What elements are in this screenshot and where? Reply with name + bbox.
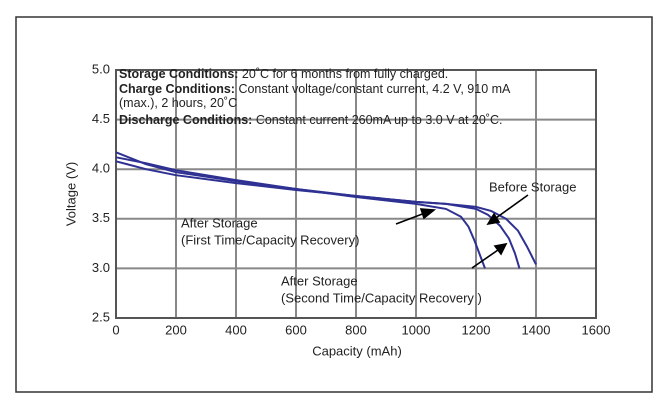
x-tick-label: 600: [285, 322, 307, 337]
condition-text: Constant current 260mA up to 3.0 V at 20…: [252, 113, 502, 127]
y-tick-label: 3.0: [92, 260, 110, 275]
marks: [115, 151, 537, 269]
x-tick-label: 400: [225, 322, 247, 337]
arrowhead: [486, 212, 501, 226]
x-tick-label: 800: [345, 322, 367, 337]
x-tick-label: 0: [112, 322, 119, 337]
arrowhead: [419, 208, 437, 220]
arrow: [495, 194, 529, 219]
annotation: After Storage: [281, 273, 358, 288]
annotation: Before Storage: [489, 179, 576, 194]
annotation: (Second Time/Capacity Recovery ): [281, 290, 482, 305]
condition-label: Charge Conditions:: [119, 82, 235, 96]
annotation: After Storage: [181, 215, 258, 230]
y-tick-label: 3.5: [92, 210, 110, 225]
plot-frame: [115, 69, 597, 319]
y-axis-label: Voltage (V): [63, 162, 78, 226]
y-tick-label: 2.5: [92, 309, 110, 324]
series-line: [115, 151, 486, 269]
condition-text: 20˚C for 6 months from fully charged.: [238, 67, 448, 81]
condition-line: Storage Conditions: 20˚C for 6 months fr…: [119, 67, 448, 81]
y-tick-label: 4.5: [92, 111, 110, 126]
x-tick-label: 1200: [462, 322, 491, 337]
series-line: [115, 160, 521, 269]
outer-frame: [15, 16, 653, 393]
arrows: [395, 194, 529, 269]
x-tick-label: 1600: [582, 322, 611, 337]
condition-label: Storage Conditions:: [119, 67, 238, 81]
labels: 0 200 400 600 800 1000 1200 1400 1600 2.5 3.0 3.5 4.…: [92, 61, 611, 337]
x-tick-label: 1400: [522, 322, 551, 337]
x-tick-label: 1000: [402, 322, 431, 337]
condition-line: (max.), 2 hours, 20˚C: [119, 96, 237, 110]
condition-line: Charge Conditions: Constant voltage/cons…: [119, 82, 511, 96]
arrowhead: [493, 242, 508, 256]
annotation: (First Time/Capacity Recovery): [181, 232, 359, 247]
x-axis-label: Capacity (mAh): [312, 343, 402, 358]
y-tick-label: 4.0: [92, 161, 110, 176]
condition-text: Constant voltage/constant current, 4.2 V…: [235, 82, 511, 96]
condition-line: Discharge Conditions: Constant current 2…: [119, 113, 502, 127]
x-tick-label: 200: [165, 322, 187, 337]
arrow: [395, 212, 426, 225]
condition-text: (max.), 2 hours, 20˚C: [119, 96, 237, 110]
condition-label: Discharge Conditions:: [119, 113, 252, 127]
y-tick-label: 5.0: [92, 61, 110, 76]
arrow: [471, 249, 499, 269]
